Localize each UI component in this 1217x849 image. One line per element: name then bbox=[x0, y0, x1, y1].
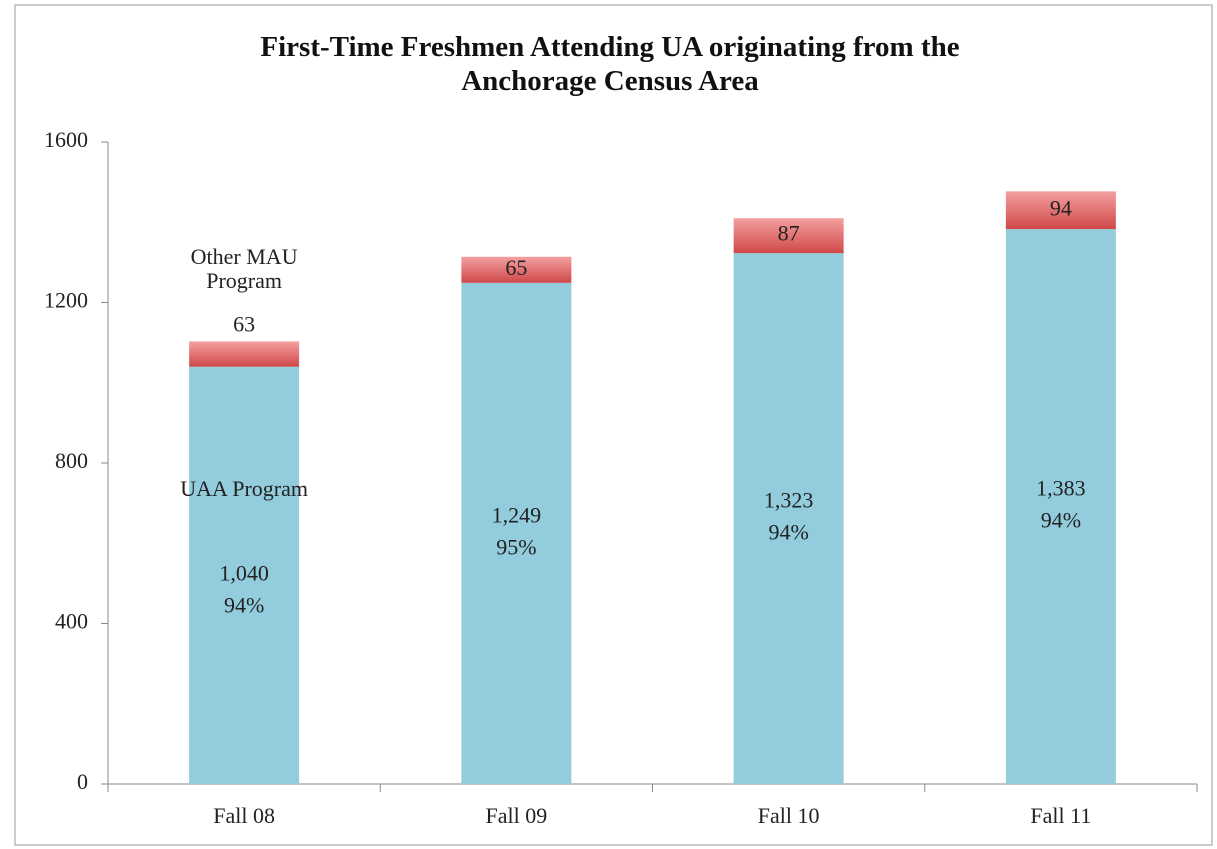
share-label: 94% bbox=[1041, 508, 1081, 533]
value-label: 63 bbox=[233, 311, 255, 336]
chart-title: First-Time Freshmen Attending UA origina… bbox=[260, 31, 960, 97]
series-label-box: Other MAU Program bbox=[190, 245, 298, 294]
y-tick-label: 1600 bbox=[44, 127, 88, 152]
title-box: First-Time Freshmen Attending UA origina… bbox=[260, 31, 960, 97]
share-label: 94% bbox=[224, 592, 264, 617]
value-label: 1,040 bbox=[219, 560, 269, 585]
bar-segment bbox=[461, 282, 572, 784]
series-label: UAA Program bbox=[180, 477, 308, 502]
x-tick-label: Fall 11 bbox=[1030, 803, 1091, 828]
value-label: 1,249 bbox=[492, 502, 542, 527]
series-label-box: UAA Program bbox=[180, 477, 308, 502]
y-tick-label: 1200 bbox=[44, 288, 88, 313]
bar-segment bbox=[189, 366, 300, 784]
bar-segment bbox=[1005, 229, 1116, 785]
share-label: 94% bbox=[768, 520, 808, 545]
x-tick-label: Fall 10 bbox=[758, 803, 820, 828]
bar-segment bbox=[733, 218, 844, 254]
bar-segment bbox=[1005, 191, 1116, 230]
value-label: 65 bbox=[505, 255, 527, 280]
share-label: 95% bbox=[496, 534, 536, 559]
value-label: 1,323 bbox=[764, 488, 814, 513]
bar-segment bbox=[461, 256, 572, 283]
y-tick-label: 400 bbox=[55, 609, 88, 634]
bar-segment bbox=[733, 253, 844, 785]
series-label: Other MAU Program bbox=[190, 245, 298, 294]
bar-segment bbox=[189, 341, 300, 367]
y-tick-label: 800 bbox=[55, 448, 88, 473]
value-label: 94 bbox=[1050, 195, 1072, 220]
y-tick-label: 0 bbox=[77, 769, 88, 794]
value-label: 87 bbox=[778, 221, 800, 246]
value-label: 1,383 bbox=[1036, 476, 1086, 501]
x-tick-label: Fall 09 bbox=[486, 803, 548, 828]
x-tick-label: Fall 08 bbox=[213, 803, 275, 828]
